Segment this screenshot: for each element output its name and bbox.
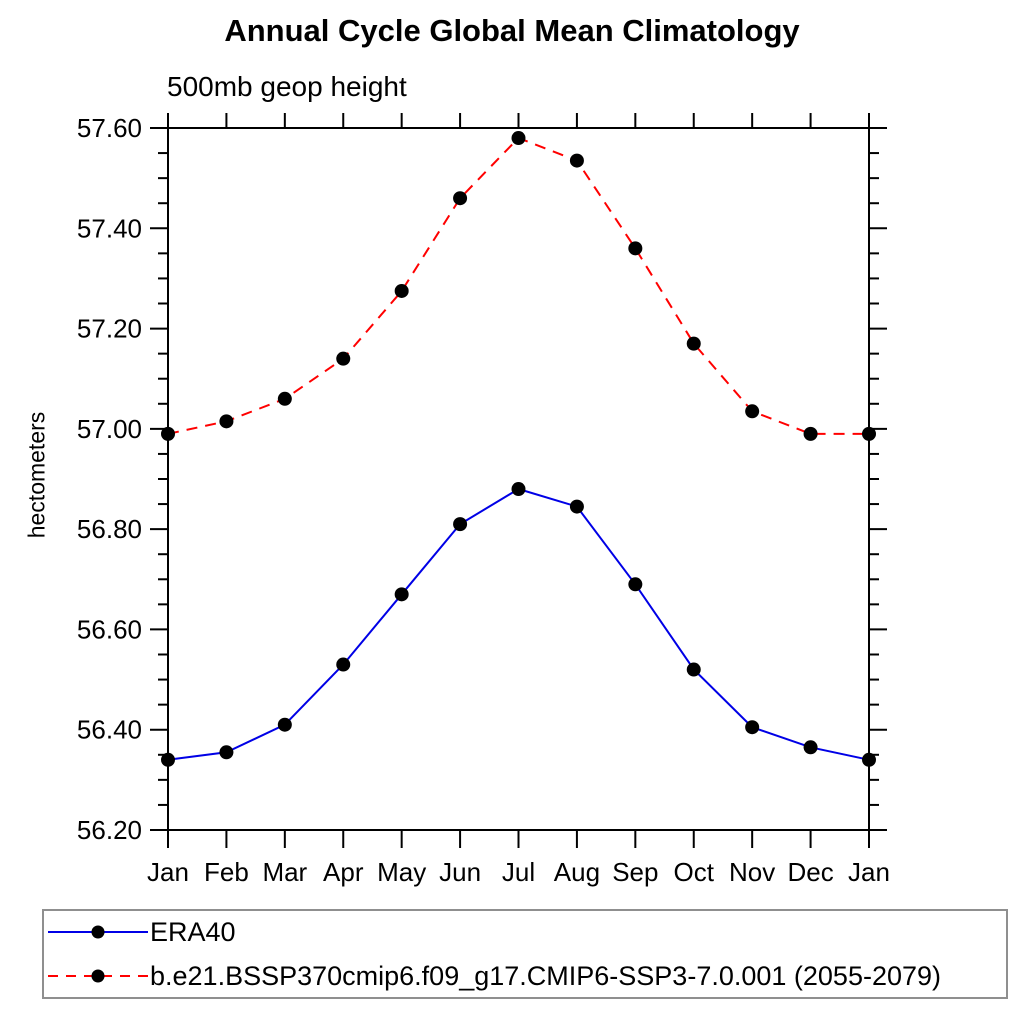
data-point-marker <box>569 499 584 514</box>
x-tick-label: Mar <box>262 857 307 887</box>
x-tick-label: Jan <box>848 857 890 887</box>
data-point-marker <box>862 752 876 767</box>
legend-item-era40: ERA40 <box>44 912 1006 952</box>
y-tick-label: 57.40 <box>77 213 142 243</box>
series-line-1 <box>167 136 869 435</box>
data-point-marker <box>453 517 468 532</box>
data-point-marker <box>219 745 234 760</box>
era40-line-swatch <box>48 925 148 939</box>
data-point-marker <box>745 720 760 735</box>
chart-subtitle: 500mb geop height <box>167 71 407 102</box>
x-tick-label: Oct <box>674 857 715 887</box>
data-point-marker <box>336 657 351 672</box>
y-tick-label: 56.20 <box>77 815 142 845</box>
data-point-marker <box>569 153 584 168</box>
data-point-marker <box>686 662 701 677</box>
data-point-marker <box>394 283 409 298</box>
data-point-marker <box>336 351 351 366</box>
axis-frame <box>167 127 870 831</box>
series-line-0 <box>167 487 870 761</box>
x-tick-label: Aug <box>554 857 600 887</box>
data-point-marker <box>453 191 468 206</box>
data-point-marker <box>219 414 234 429</box>
x-tick-label: Feb <box>204 857 249 887</box>
data-point-marker <box>686 336 701 351</box>
y-tick-label: 56.40 <box>77 715 142 745</box>
data-point-marker <box>628 577 643 592</box>
data-point-marker <box>745 404 760 419</box>
data-point-marker <box>803 740 818 755</box>
data-point-marker <box>511 131 526 146</box>
data-point-marker <box>277 717 292 732</box>
chart-title: Annual Cycle Global Mean Climatology <box>224 13 800 48</box>
x-tick-label: Jun <box>439 857 481 887</box>
data-point-marker <box>511 482 526 497</box>
legend-label-era40: ERA40 <box>150 916 236 947</box>
x-tick-label: May <box>377 857 426 887</box>
x-tick-label: Sep <box>612 857 658 887</box>
data-point-marker <box>862 426 876 441</box>
data-point-marker <box>803 426 818 441</box>
x-tick-label: Jul <box>502 857 535 887</box>
y-tick-label: 57.20 <box>77 314 142 344</box>
y-tick-label: 56.60 <box>77 614 142 644</box>
x-tick-label: Dec <box>787 857 833 887</box>
y-tick-label: 57.00 <box>77 414 142 444</box>
legend-item-model: b.e21.BSSP370cmip6.f09_g17.CMIP6-SSP3-7.… <box>44 956 1006 996</box>
data-point-marker <box>161 426 175 441</box>
x-tick-label: Nov <box>729 857 775 887</box>
data-point-marker <box>394 587 409 602</box>
x-tick-label: Jan <box>147 857 189 887</box>
legend-marker-sample <box>91 925 105 939</box>
data-point-marker <box>161 752 175 767</box>
legend: ERA40 b.e21.BSSP370cmip6.f09_g17.CMIP6-S… <box>42 909 1008 999</box>
legend-label-model: b.e21.BSSP370cmip6.f09_g17.CMIP6-SSP3-7.… <box>150 960 942 991</box>
data-point-marker <box>628 241 643 256</box>
data-point-marker <box>277 391 292 406</box>
y-tick-label: 56.80 <box>77 514 142 544</box>
x-tick-label: Apr <box>323 857 364 887</box>
model-line-swatch <box>48 969 148 983</box>
legend-marker-sample <box>91 969 105 983</box>
y-tick-label: 57.60 <box>77 113 142 143</box>
